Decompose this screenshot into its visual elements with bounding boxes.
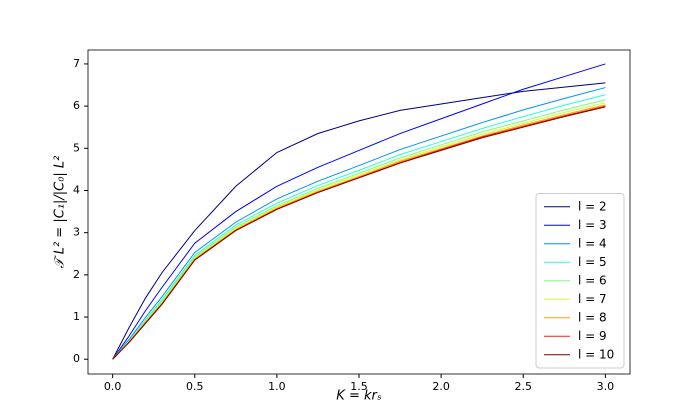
legend-label: l = 3 <box>578 218 607 232</box>
data-line <box>112 102 606 360</box>
data-line <box>112 87 606 360</box>
legend-box <box>535 193 625 369</box>
data-line <box>112 82 606 360</box>
data-line <box>112 63 606 360</box>
y-tick-label: 3 <box>73 226 80 239</box>
data-line <box>112 94 606 360</box>
legend-label: l = 4 <box>578 236 607 250</box>
legend-label: l = 6 <box>578 273 607 287</box>
data-line <box>112 106 606 360</box>
y-tick-label: 5 <box>73 141 80 154</box>
legend-label: l = 5 <box>578 255 607 269</box>
legend-label: l = 8 <box>578 310 607 324</box>
data-line <box>112 105 606 360</box>
y-axis-label: 𝒯 L² = |C₁|/|C₀| L² <box>53 156 68 269</box>
x-tick-label: 1.5 <box>350 380 368 393</box>
x-tick-label: 0.0 <box>104 380 122 393</box>
data-line <box>112 99 606 360</box>
legend-label: l = 9 <box>578 329 607 343</box>
y-tick-label: 1 <box>73 310 80 323</box>
legend-label: l = 2 <box>578 199 607 213</box>
x-tick-label: 1.0 <box>268 380 286 393</box>
y-tick-label: 6 <box>73 99 80 112</box>
x-tick-label: 2.0 <box>432 380 450 393</box>
x-axis-label: K = krₛ <box>336 389 382 404</box>
y-tick-label: 4 <box>73 183 80 196</box>
y-tick-label: 7 <box>73 57 80 70</box>
x-tick-label: 2.5 <box>514 380 532 393</box>
legend-label: l = 10 <box>578 347 614 361</box>
x-tick-label: 0.5 <box>186 380 204 393</box>
legend-label: l = 7 <box>578 292 607 306</box>
y-tick-label: 2 <box>73 268 80 281</box>
y-tick-label: 0 <box>73 352 80 365</box>
x-tick-label: 3.0 <box>597 380 615 393</box>
data-line <box>112 104 606 360</box>
